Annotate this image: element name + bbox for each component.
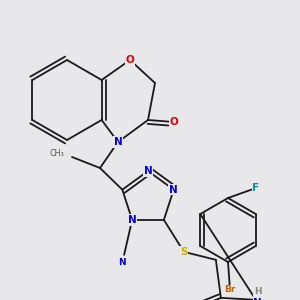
Text: CH₃: CH₃ [49,148,64,158]
Text: S: S [180,247,188,257]
Text: O: O [169,117,178,127]
Text: O: O [126,55,134,65]
Text: Br: Br [224,286,236,295]
Text: F: F [252,183,260,193]
Text: N: N [128,215,136,225]
Text: N: N [254,298,262,300]
Text: N: N [144,166,152,176]
Text: N: N [118,258,126,267]
Text: H: H [254,287,262,296]
Text: N: N [169,185,178,195]
Text: N: N [114,137,122,147]
